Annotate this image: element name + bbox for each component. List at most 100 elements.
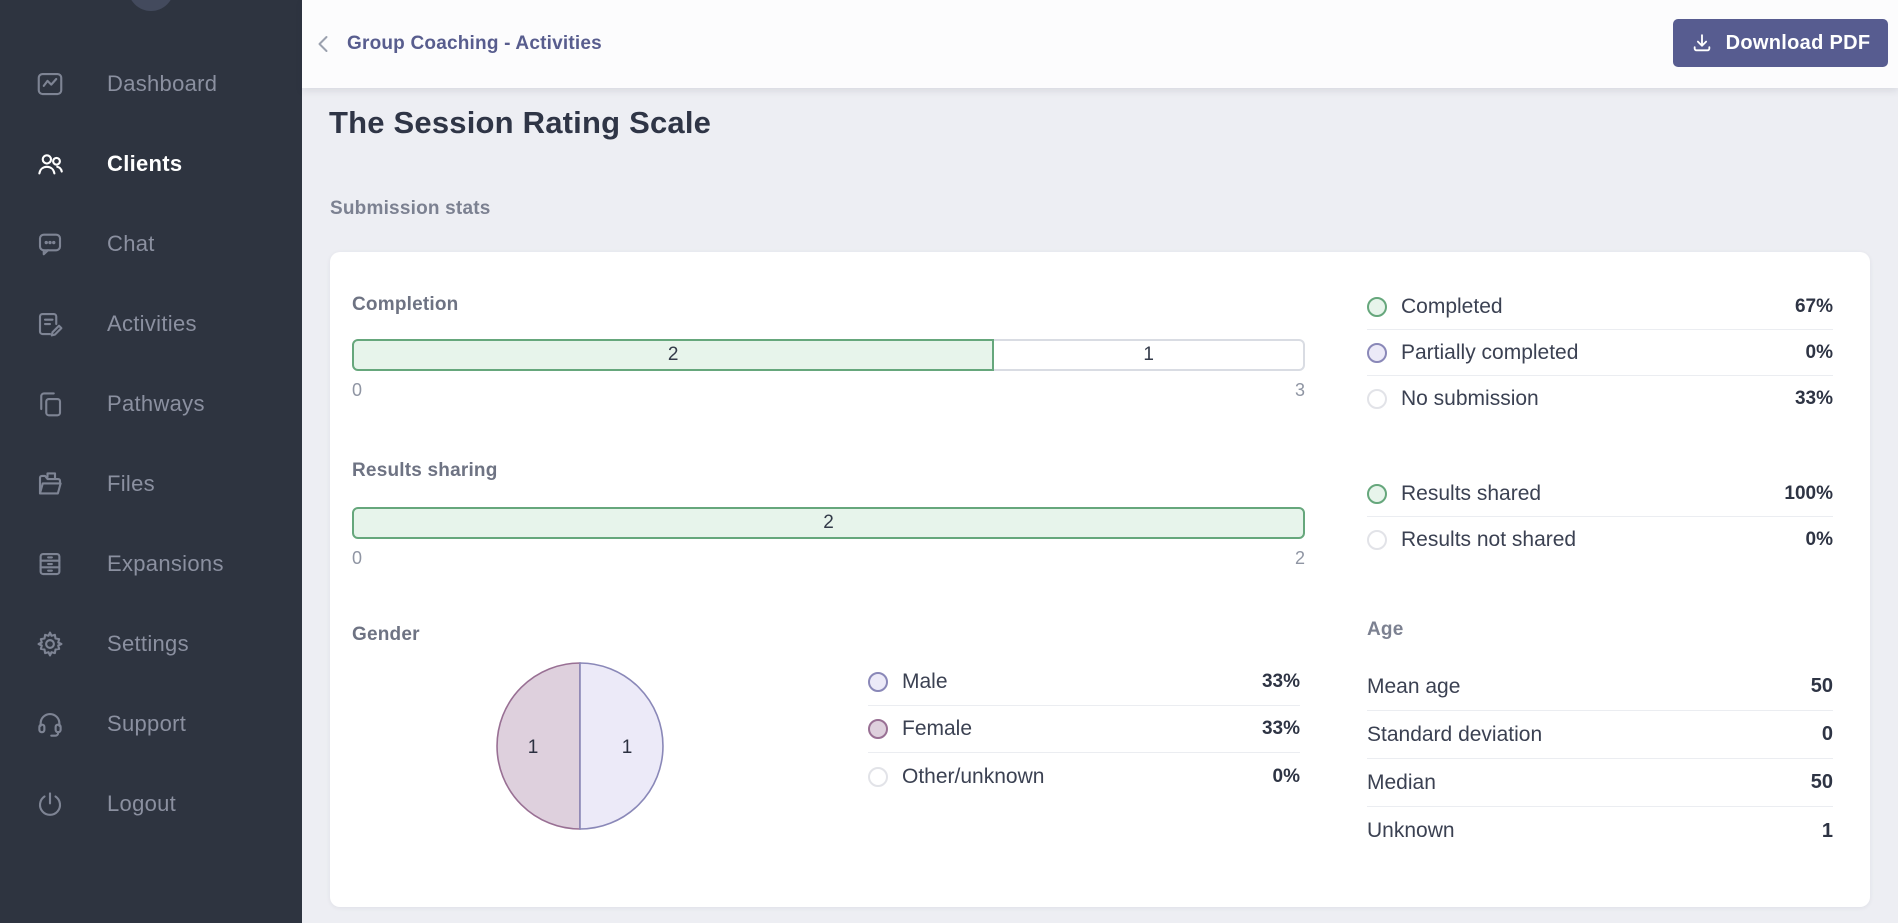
gender-pie-chart: 1 1 [496, 662, 664, 830]
segment-value: 2 [667, 344, 679, 365]
pie-slice-female [496, 662, 581, 830]
legend-value: 33% [1261, 671, 1300, 692]
download-pdf-label: Download PDF [1725, 31, 1871, 54]
legend-dot [1367, 389, 1387, 409]
stat-row: Mean age 50 [1367, 663, 1833, 711]
completion-bar: 2 1 [352, 339, 1305, 371]
completion-label: Completion [352, 294, 459, 315]
sidebar-item-pathways[interactable]: Pathways [0, 364, 302, 444]
age-title: Age [1367, 619, 1404, 640]
axis-min: 0 [352, 380, 363, 400]
legend-dot [1367, 530, 1387, 550]
legend-dot [868, 672, 888, 692]
pie-value-female: 1 [528, 737, 539, 758]
stat-value: 50 [1810, 771, 1833, 793]
legend-row: Male 33% [868, 659, 1300, 706]
folder-icon [38, 472, 62, 495]
sidebar-item-files[interactable]: Files [0, 444, 302, 524]
legend-value: 0% [1272, 765, 1300, 787]
sidebar-item-dashboard[interactable]: Dashboard [0, 44, 302, 124]
download-icon [1693, 34, 1710, 52]
gear-icon [37, 631, 63, 657]
pie-slice-male [579, 662, 664, 830]
stat-label: Median [1367, 770, 1436, 794]
chart-icon [37, 72, 63, 96]
legend-value: 33% [1794, 388, 1833, 409]
sidebar-item-label: Files [107, 471, 155, 496]
gender-legend: Male 33% Female 33% Other/unknown 0% [868, 659, 1300, 800]
users-icon [38, 154, 63, 175]
sidebar-item-label: Activities [107, 311, 197, 336]
axis-min: 0 [352, 548, 363, 568]
copy-pages-icon [40, 392, 62, 417]
page-title: The Session Rating Scale [329, 105, 712, 140]
stat-row: Median 50 [1367, 759, 1833, 807]
results-sharing-bar: 2 [352, 507, 1305, 539]
legend-value: 0% [1805, 529, 1833, 550]
chevron-left-icon [318, 36, 328, 52]
sidebar-item-chat[interactable]: Chat [0, 204, 302, 284]
sidebar-item-activities[interactable]: Activities [0, 284, 302, 364]
stat-value: 1 [1821, 819, 1833, 842]
legend-value: 0% [1805, 341, 1833, 363]
legend-row: Partially completed 0% [1367, 330, 1833, 376]
legend-label: Other/unknown [902, 764, 1045, 788]
legend-dot [868, 719, 888, 739]
stat-label: Unknown [1367, 819, 1455, 842]
sidebar-item-label: Clients [107, 151, 183, 176]
segment-value: 1 [1143, 344, 1154, 365]
breadcrumb[interactable]: Group Coaching - Activities [312, 0, 602, 88]
stat-value: 50 [1810, 675, 1833, 697]
legend-value: 67% [1794, 295, 1833, 317]
legend-label: Female [902, 717, 973, 740]
age-rows: Mean age 50 Standard deviation 0 Median … [1367, 663, 1833, 855]
legend-label: Partially completed [1401, 340, 1579, 364]
segment-value: 2 [823, 512, 834, 533]
results-sharing-label: Results sharing [352, 460, 498, 481]
axis-max: 3 [1294, 380, 1305, 400]
power-icon [38, 792, 62, 816]
sidebar-item-label: Settings [107, 631, 189, 656]
completion-axis: 0 3 [352, 380, 1305, 401]
legend-dot [1367, 483, 1387, 504]
main-content: The Session Rating Scale Submission stat… [302, 88, 1898, 923]
sidebar: Dashboard Clients Chat Activities Pathwa… [0, 0, 302, 923]
sidebar-item-logout[interactable]: Logout [0, 764, 302, 844]
breadcrumb-label: Group Coaching - Activities [347, 33, 602, 54]
legend-row: Completed 67% [1367, 284, 1833, 330]
legend-dot [868, 766, 888, 787]
sidebar-item-label: Chat [107, 231, 155, 256]
results-sharing-legend: Results shared 100% Results not shared 0… [1367, 471, 1833, 563]
sidebar-item-expansions[interactable]: Expansions [0, 524, 302, 604]
legend-dot [1367, 296, 1387, 317]
sidebar-item-clients[interactable]: Clients [0, 124, 302, 204]
legend-label: Results not shared [1401, 528, 1577, 551]
axis-max: 2 [1294, 548, 1305, 568]
stat-label: Standard deviation [1367, 722, 1543, 746]
legend-row: Other/unknown 0% [868, 753, 1300, 800]
results-sharing-axis: 0 2 [352, 548, 1305, 569]
completion-bar-segment-none: 1 [994, 339, 1305, 371]
pie-value-male: 1 [622, 737, 633, 758]
section-heading: Submission stats [330, 198, 491, 219]
legend-value: 100% [1784, 482, 1833, 504]
sidebar-item-settings[interactable]: Settings [0, 604, 302, 684]
stat-row: Standard deviation 0 [1367, 711, 1833, 759]
sidebar-item-support[interactable]: Support [0, 684, 302, 764]
legend-row: No submission 33% [1367, 376, 1833, 422]
sidebar-item-label: Expansions [107, 551, 224, 576]
age-section: Age Mean age 50 Standard deviation 0 Med… [1367, 619, 1833, 855]
topbar: Group Coaching - Activities Download PDF [302, 0, 1898, 88]
legend-dot [1367, 342, 1387, 363]
submission-stats-card: Completion 2 1 0 3 Completed 67% Partial… [330, 252, 1870, 907]
download-pdf-button[interactable]: Download PDF [1673, 19, 1888, 67]
legend-value: 33% [1261, 718, 1300, 739]
legend-label: Results shared [1401, 481, 1542, 505]
headset-icon [38, 712, 62, 737]
avatar[interactable] [128, 0, 174, 11]
document-edit-icon [38, 312, 63, 337]
completion-bar-segment-completed: 2 [352, 339, 995, 371]
sidebar-item-label: Pathways [107, 391, 205, 416]
sidebar-item-label: Support [107, 711, 187, 736]
completion-legend: Completed 67% Partially completed 0% No … [1367, 284, 1833, 422]
